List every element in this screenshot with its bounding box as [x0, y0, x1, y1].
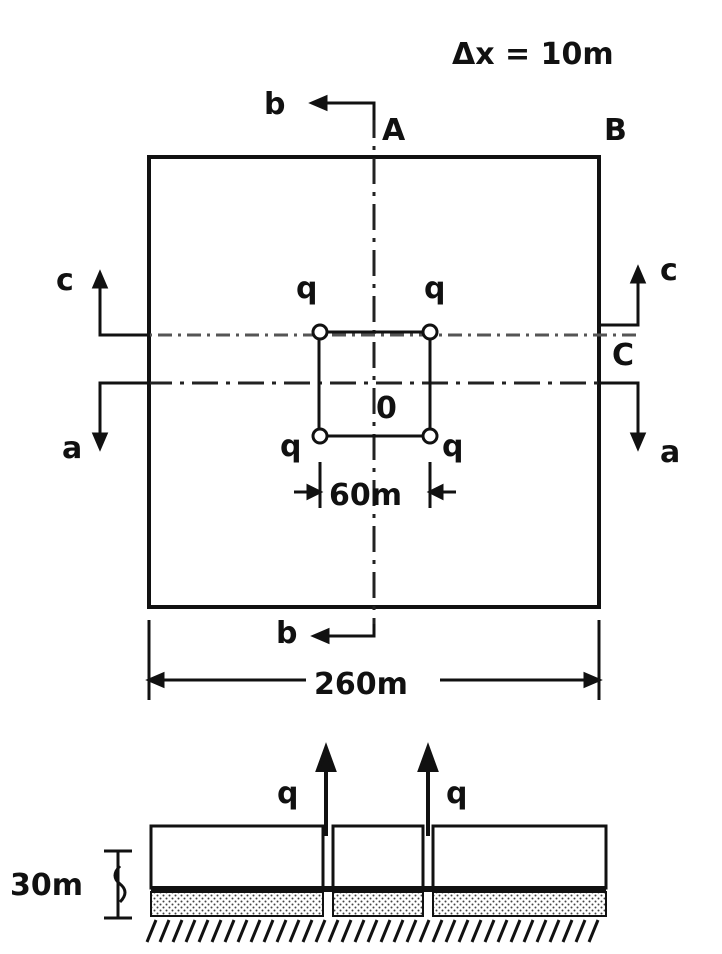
- well-label-top-right: q: [424, 271, 445, 306]
- hatch-stroke: [496, 919, 509, 943]
- hatch-stroke: [288, 919, 301, 943]
- section-marker-b-bottom: [310, 624, 376, 645]
- hatch-stroke: [275, 919, 288, 943]
- hatch-stroke: [457, 919, 470, 943]
- hatch-stroke: [145, 919, 158, 943]
- hatch-stroke: [197, 919, 210, 943]
- hatch-stroke: [535, 919, 548, 943]
- well-marker: [311, 427, 329, 445]
- hatch-stroke: [574, 919, 587, 943]
- corner-label-a: A: [382, 113, 406, 148]
- hatch-stroke: [249, 919, 262, 943]
- section-marker-a-right: [598, 381, 647, 452]
- section-label-a-left: a: [62, 431, 82, 466]
- hatch-stroke: [353, 919, 366, 943]
- center-label-o: 0: [376, 391, 397, 426]
- thickness-label: 30m: [10, 868, 83, 903]
- section-marker-c-right: [598, 264, 647, 327]
- hatch-stroke: [548, 919, 561, 943]
- section-label-b-top: b: [264, 87, 285, 122]
- well-marker: [421, 427, 439, 445]
- section-label-c-left: c: [56, 263, 74, 298]
- flow-arrow-left: [315, 742, 337, 836]
- hatch-stroke: [184, 919, 197, 943]
- thickness-dimension: [104, 849, 132, 920]
- outer-dimension: [145, 620, 603, 700]
- outer-dimension-label: 260m: [314, 667, 408, 702]
- reservoir-block-left: [149, 824, 325, 890]
- reservoir-block-right: [431, 824, 608, 890]
- well-label-bottom-left: q: [280, 429, 301, 464]
- hatch-stroke: [509, 919, 522, 943]
- hatch-stroke: [340, 919, 353, 943]
- hatch-stroke: [158, 919, 171, 943]
- corner-label-c: C: [612, 338, 634, 373]
- hatch-stroke: [561, 919, 574, 943]
- section-marker-b-top: [308, 94, 376, 120]
- bedrock-layer-right: [432, 891, 607, 917]
- inner-dimension: [294, 462, 456, 508]
- hatch-stroke: [418, 919, 431, 943]
- grid-spacing-label: Δx = 10m: [452, 37, 614, 72]
- hatch-stroke: [366, 919, 379, 943]
- hatch-stroke: [470, 919, 483, 943]
- inner-dimension-label: 60m: [329, 478, 402, 513]
- impermeable-layer: [151, 886, 606, 892]
- flow-arrow-right: [417, 742, 439, 836]
- section-marker-c-left: [91, 269, 150, 337]
- cross-section-view: q q 30m: [10, 742, 608, 943]
- section-label-c-right: c: [660, 253, 678, 288]
- corner-label-b: B: [604, 113, 627, 148]
- hatch-stroke: [236, 919, 249, 943]
- well-marker: [311, 323, 329, 341]
- hatch-stroke: [379, 919, 392, 943]
- well-label-top-left: q: [296, 271, 317, 306]
- section-label-a-right: a: [660, 435, 680, 470]
- reservoir-block-middle: [331, 824, 425, 890]
- flow-label-right: q: [446, 776, 467, 811]
- hatch-stroke: [587, 919, 600, 943]
- well-label-bottom-right: q: [442, 429, 463, 464]
- bedrock-layer-left: [150, 891, 324, 917]
- hatch-stroke: [444, 919, 457, 943]
- well-pattern-square: [317, 330, 432, 438]
- hatch-stroke: [405, 919, 418, 943]
- bedrock-layer-middle: [332, 891, 424, 917]
- well-marker: [421, 323, 439, 341]
- hatch-stroke: [431, 919, 444, 943]
- hatch-stroke: [301, 919, 314, 943]
- hatch-stroke: [314, 919, 327, 943]
- hatch-stroke: [171, 919, 184, 943]
- section-label-b-bottom: b: [276, 616, 297, 651]
- hatch-stroke: [483, 919, 496, 943]
- hatch-stroke: [522, 919, 535, 943]
- section-marker-a-left: [91, 381, 150, 452]
- hatch-stroke: [262, 919, 275, 943]
- flow-label-left: q: [277, 776, 298, 811]
- hatch-stroke: [327, 919, 340, 943]
- hatch-stroke: [392, 919, 405, 943]
- plan-view: b b c c a a A B C: [56, 87, 680, 702]
- ground-hatching: [145, 919, 600, 943]
- hatch-stroke: [223, 919, 236, 943]
- hatch-stroke: [210, 919, 223, 943]
